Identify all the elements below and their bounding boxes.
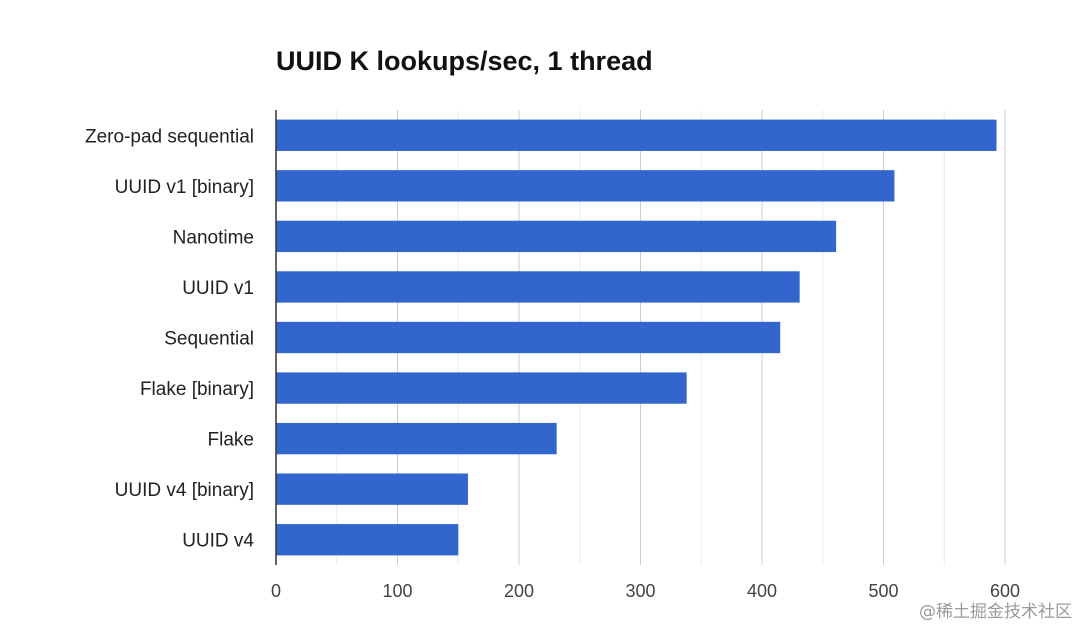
category-label: Flake [208, 430, 254, 451]
category-label: UUID v1 [binary] [115, 177, 254, 198]
bar [276, 473, 468, 505]
bars [276, 119, 997, 556]
bar [276, 119, 997, 151]
x-tick-label: 500 [868, 581, 898, 601]
category-label: Flake [binary] [140, 379, 254, 400]
category-label: UUID v1 [182, 278, 254, 299]
category-label: Zero-pad sequential [85, 126, 254, 147]
x-tick-label: 600 [990, 581, 1020, 601]
category-label: Nanotime [173, 227, 254, 248]
bar [276, 170, 895, 202]
bar [276, 271, 800, 303]
category-labels: Zero-pad sequential UUID v1 [binary] Nanot… [85, 126, 254, 551]
category-label: Sequential [164, 329, 254, 350]
x-tick-label: 0 [271, 581, 281, 601]
x-axis-ticks: 0 100 200 300 400 500 600 [271, 581, 1020, 601]
x-tick-label: 300 [625, 581, 655, 601]
x-tick-label: 200 [504, 581, 534, 601]
bar [276, 372, 687, 404]
bar [276, 220, 837, 253]
category-label: UUID v4 [182, 531, 254, 552]
chart-title: UUID K lookups/sec, 1 thread [276, 46, 653, 76]
watermark-text: @稀土掘金技术社区 [919, 602, 1072, 622]
x-tick-label: 400 [747, 581, 777, 601]
bar [276, 422, 557, 455]
bar [276, 524, 459, 556]
bar [276, 321, 781, 354]
category-label: UUID v4 [binary] [115, 480, 254, 501]
x-tick-label: 100 [382, 581, 412, 601]
